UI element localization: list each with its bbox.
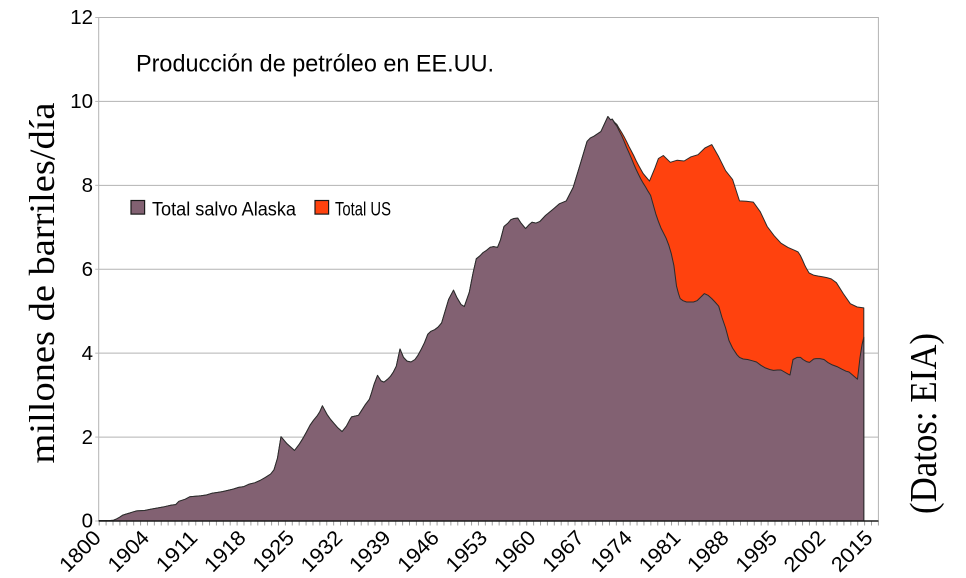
svg-text:12: 12 xyxy=(70,6,93,29)
svg-text:0: 0 xyxy=(82,510,93,533)
svg-text:(Datos: EIA): (Datos: EIA) xyxy=(903,333,945,514)
svg-text:Total salvo Alaska: Total salvo Alaska xyxy=(152,200,296,221)
svg-text:2: 2 xyxy=(82,426,93,449)
svg-text:Producción de petróleo en EE.U: Producción de petróleo en EE.UU. xyxy=(136,51,494,78)
svg-text:10: 10 xyxy=(70,90,93,113)
svg-text:Total US: Total US xyxy=(335,200,391,221)
svg-text:4: 4 xyxy=(82,342,93,365)
svg-text:millones de barriles/día: millones de barriles/día xyxy=(22,102,62,463)
svg-text:6: 6 xyxy=(82,258,93,281)
svg-text:8: 8 xyxy=(82,174,93,197)
